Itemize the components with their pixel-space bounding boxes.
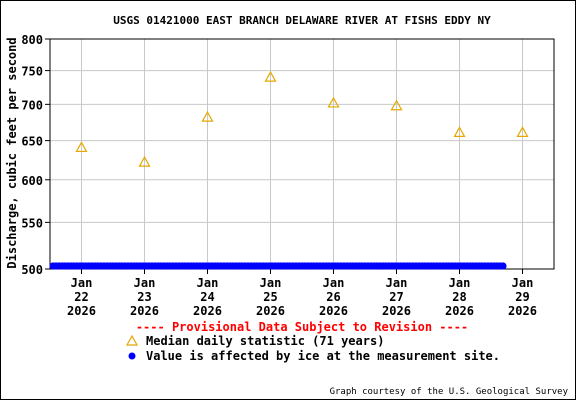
median-series (75, 70, 529, 167)
x-tick-label: 25 (263, 290, 277, 304)
legend-label-median: Median daily statistic (71 years) (146, 334, 384, 348)
y-tick-label: 550 (21, 216, 43, 230)
median-point (75, 141, 88, 153)
grid-lines (50, 39, 554, 269)
x-tick-label: 28 (452, 290, 466, 304)
x-tick-label: Jan (134, 276, 156, 290)
ice-affected-series (49, 262, 507, 270)
x-tick-label: 2026 (319, 304, 348, 318)
x-tick-label: 2026 (193, 304, 222, 318)
y-tick-label: 500 (21, 263, 43, 277)
y-tick-label: 800 (21, 33, 43, 47)
x-tick-label: 26 (326, 290, 340, 304)
median-point (201, 110, 214, 122)
y-axis-label: Discharge, cubic feet per second (5, 37, 19, 268)
y-tick-label: 650 (21, 135, 43, 149)
x-tick-label: 24 (200, 290, 214, 304)
x-tick-label: 23 (137, 290, 151, 304)
x-tick-label: 2026 (130, 304, 159, 318)
legend-dot-icon (128, 352, 136, 360)
x-tick-label: 2026 (445, 304, 474, 318)
median-point (327, 96, 340, 108)
legend: Median daily statistic (71 years) Value … (125, 334, 500, 363)
x-tick-label: Jan (512, 276, 534, 290)
median-point (264, 70, 277, 82)
y-axis-ticks: 500 550 600 650 700 750 800 (21, 33, 50, 277)
x-tick-label: 2026 (508, 304, 537, 318)
legend-triangle-icon (125, 334, 139, 346)
y-tick-label: 600 (21, 174, 43, 188)
provisional-note: ---- Provisional Data Subject to Revisio… (136, 320, 468, 334)
legend-label-ice: Value is affected by ice at the measurem… (146, 349, 500, 363)
x-tick-label: Jan (449, 276, 471, 290)
x-tick-label: Jan (386, 276, 408, 290)
median-point (390, 99, 403, 111)
credit-text: Graph courtesy of the U.S. Geological Su… (330, 387, 569, 397)
median-point (453, 126, 466, 137)
x-tick-label: 2026 (382, 304, 411, 318)
median-point (516, 126, 529, 137)
x-tick-label: Jan (197, 276, 219, 290)
ice-point (499, 262, 507, 270)
x-tick-label: 27 (389, 290, 403, 304)
median-point (138, 155, 151, 167)
x-tick-label: 29 (515, 290, 529, 304)
x-tick-label: Jan (323, 276, 345, 290)
x-tick-label: Jan (260, 276, 282, 290)
chart-title: USGS 01421000 EAST BRANCH DELAWARE RIVER… (113, 14, 491, 27)
x-tick-label: 2026 (67, 304, 96, 318)
x-axis-ticks: Jan222026Jan232026Jan242026Jan252026Jan2… (67, 269, 537, 318)
x-tick-label: 22 (74, 290, 88, 304)
y-tick-label: 700 (21, 98, 43, 112)
y-tick-label: 750 (21, 65, 43, 79)
plot-area (49, 38, 555, 270)
x-tick-label: Jan (71, 276, 93, 290)
x-tick-label: 2026 (256, 304, 285, 318)
